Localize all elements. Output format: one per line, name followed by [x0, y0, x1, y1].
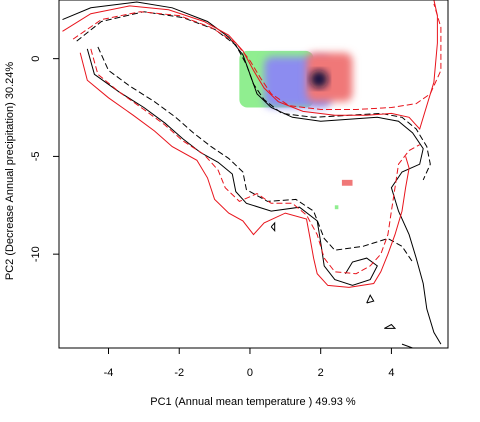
dashed-contour-line	[90, 48, 420, 275]
y-axis: 0 -5 -10	[30, 56, 59, 262]
density-region	[310, 70, 328, 88]
dashed-contour-line	[72, 3, 442, 110]
small-contour-fragment	[270, 221, 276, 233]
small-contour-fragment	[401, 343, 413, 348]
x-axis: -4 -2 0 2 4	[104, 348, 394, 379]
solid-contour-line	[62, 1, 442, 345]
solid-contour-line	[86, 48, 378, 286]
y-axis-title: PC2 (Decrease Annual precipitation) 30.2…	[4, 62, 16, 281]
small-contour-fragment	[384, 323, 397, 329]
x-axis-title: PC1 (Annual mean temperature ) 49.93 %	[150, 396, 356, 408]
solid-contour-line	[62, 0, 438, 130]
density-region	[306, 52, 353, 102]
density-region	[334, 205, 339, 210]
y-tick-label: -5	[30, 152, 42, 162]
x-tick-label: 0	[247, 367, 253, 379]
x-tick-label: 4	[388, 367, 394, 379]
solid-contour-line	[79, 52, 410, 288]
x-tick-label: -4	[104, 367, 114, 379]
density-fill-layer	[239, 50, 353, 210]
x-tick-label: -2	[174, 367, 184, 379]
dashed-contour-line	[76, 11, 431, 181]
density-region	[341, 179, 353, 186]
y-tick-label: -10	[30, 246, 42, 262]
y-tick-label: 0	[30, 56, 42, 62]
contour-lines-layer	[62, 0, 442, 348]
dashed-contour-line	[97, 46, 414, 263]
x-tick-label: 2	[318, 367, 324, 379]
plot-frame	[58, 0, 449, 349]
small-contour-fragment	[366, 294, 375, 304]
